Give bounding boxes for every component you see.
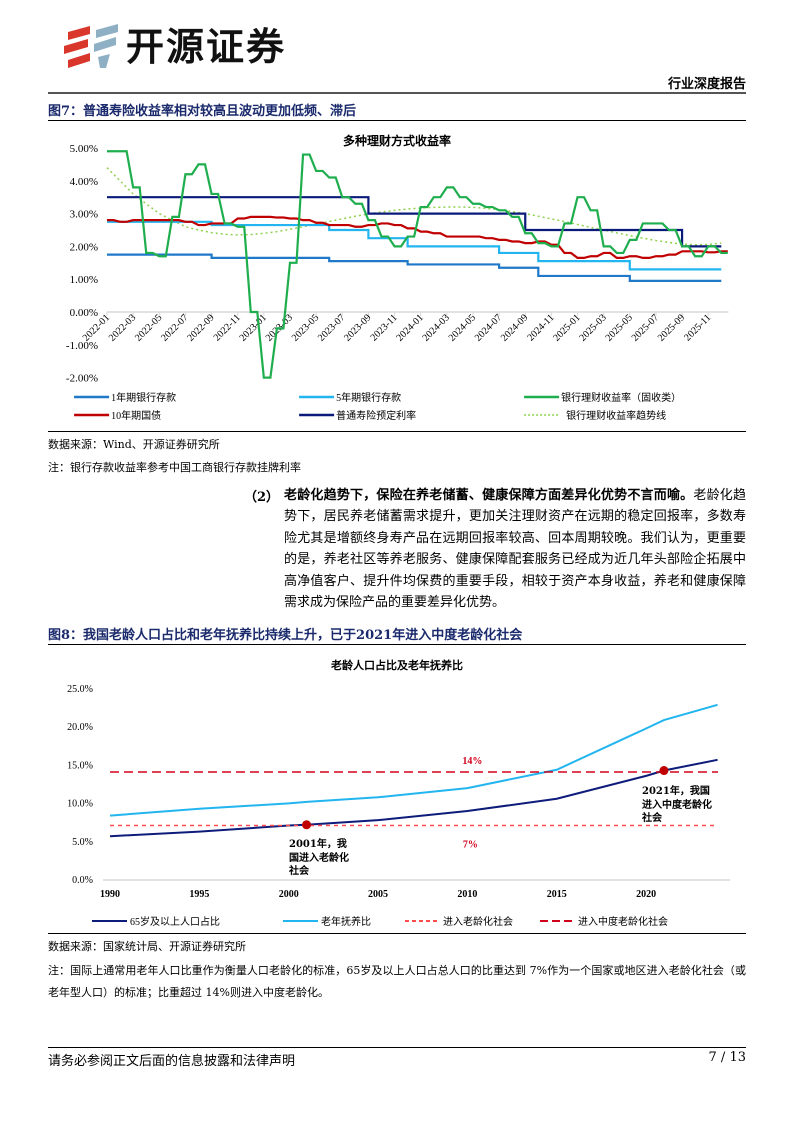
x-tick-label: 2024-09 (499, 312, 530, 343)
figure8-top-divider (48, 644, 746, 645)
y-tick-label: -2.00% (66, 373, 98, 385)
legend-label: 10年期国债 (111, 409, 161, 422)
x-tick-label: 2024-05 (447, 312, 478, 343)
series-line-3 (107, 215, 728, 259)
y-tick-label: 1.00% (70, 274, 98, 286)
legend-label: 银行理财收益率趋势线 (566, 409, 666, 422)
x-tick-label: 2025-03 (577, 312, 608, 343)
figure8-bottom-divider (48, 933, 746, 934)
x-tick-label: 2023-01 (238, 312, 269, 343)
y-tick-label: 4.00% (70, 176, 98, 188)
milestone-marker (302, 820, 312, 830)
legend-label: 1年期银行存款 (111, 391, 176, 404)
y-tick-label: 5.00% (70, 143, 98, 155)
y-tick-label: 2.00% (70, 241, 98, 253)
figure7-note: 注：银行存款收益率参考中国工商银行存款挂牌利率 (48, 461, 301, 474)
logo: 开源证券 (60, 24, 310, 70)
x-tick-label: 2024-11 (525, 312, 556, 343)
milestone-marker (659, 766, 669, 776)
x-tick-label: 2025-09 (656, 312, 687, 343)
series-line-0 (109, 758, 718, 838)
x-tick-label: 2025-05 (604, 312, 635, 343)
y-tick-label: 0.0% (72, 875, 93, 886)
x-tick-label: 2010 (457, 889, 477, 900)
figure8-caption: 图8：我国老龄人口占比和老年抚养比持续上升，已于2021年进入中度老龄化社会 (48, 628, 523, 643)
annotation-7pct: 7% (463, 840, 478, 851)
page-number: 7 / 13 (708, 1050, 746, 1065)
legend-label: 普通寿险预定利率 (336, 409, 416, 422)
x-tick-label: 2024-03 (421, 312, 452, 343)
x-tick-label: 2024-07 (473, 312, 504, 343)
logo-text: 开源证券 (126, 25, 287, 69)
x-tick-label: 2024-01 (394, 312, 425, 343)
paragraph-number: （2） (244, 490, 280, 505)
x-tick-label: 2005 (368, 889, 388, 900)
x-tick-label: 2023-09 (342, 312, 373, 343)
paragraph-body: 老龄化趋势下，居民养老储蓄需求提升，更加关注理财资产在远期的稳定回报率，多数寿险… (284, 488, 746, 611)
figure7-source: 数据来源：Wind、开源证券研究所 (48, 438, 220, 451)
y-tick-label: 0.00% (70, 307, 98, 319)
x-tick-label: 2022-09 (185, 312, 216, 343)
legend-label: 5年期银行存款 (336, 391, 401, 404)
footer-disclaimer: 请务必参阅正文后面的信息披露和法律声明 (48, 1054, 296, 1069)
series-line-1 (109, 703, 718, 817)
annotation-2021: 2021年，我国进入中度老龄化社会 (642, 786, 712, 824)
paragraph: 老龄化趋势下，保险在养老储蓄、健康保障方面差异化优势不言而喻。老龄化趋势下，居民… (284, 485, 746, 613)
x-tick-label: 2025-01 (551, 312, 582, 343)
yield-chart: 多种理财方式收益率 5.00% 4.00% 3.00% 2.00% 1.00% 0.00% -… (66, 133, 729, 422)
x-tick-label: 2022-07 (159, 312, 190, 343)
y-tick-label: 10.0% (67, 799, 93, 810)
y-tick-label: 25.0% (67, 684, 93, 695)
aging-chart: 老龄人口占比及老年抚养比 25.0% 20.0% 15.0% 10.0% 5.0% 0.0%… (67, 658, 730, 928)
paragraph-lead: 老龄化趋势下，保险在养老储蓄、健康保障方面差异化优势不言而喻。 (284, 488, 694, 503)
y-tick-label: 5.0% (72, 837, 93, 848)
x-tick-label: 2020 (636, 889, 656, 900)
figure7-top-divider (48, 120, 746, 121)
series-line-0 (107, 253, 722, 282)
figure7-caption: 图7：普通寿险收益率相对较高且波动更加低频、滞后 (48, 104, 357, 119)
logo-mark-icon (64, 24, 118, 68)
x-tick-label: 2023-05 (290, 312, 321, 343)
x-tick-label: 2025-11 (682, 312, 713, 343)
legend-label: 银行理财收益率（固收类） (561, 391, 681, 404)
header-divider (48, 92, 746, 94)
x-tick-label: 2025-07 (630, 312, 661, 343)
legend-label: 65岁及以上人口占比 (130, 915, 220, 928)
legend-label: 老年抚养比 (321, 915, 371, 928)
x-tick-label: 2022-03 (107, 312, 138, 343)
y-tick-label: -1.00% (66, 340, 98, 352)
chart-title: 老龄人口占比及老年抚养比 (330, 658, 463, 672)
x-tick-label: 2022-11 (212, 312, 243, 343)
annotation-14pct: 14% (462, 756, 482, 767)
y-tick-label: 3.00% (70, 209, 98, 221)
y-tick-label: 15.0% (67, 760, 93, 771)
footer-divider (48, 1047, 746, 1048)
legend-label: 进入中度老龄化社会 (578, 915, 668, 928)
x-tick-label: 2015 (547, 889, 567, 900)
series-line-1 (107, 220, 722, 271)
chart-title: 多种理财方式收益率 (343, 133, 451, 148)
x-tick-label: 2023-07 (316, 312, 347, 343)
x-tick-label: 2022-05 (133, 312, 164, 343)
x-tick-label: 1990 (100, 889, 120, 900)
report-type: 行业深度报告 (667, 77, 746, 92)
x-tick-label: 1995 (189, 889, 209, 900)
x-tick-label: 2000 (279, 889, 299, 900)
x-tick-label: 2023-11 (369, 312, 400, 343)
series-line-5 (106, 167, 722, 246)
series-line-2 (107, 150, 728, 379)
annotation-2001: 2001年，我国进入老龄化社会 (289, 839, 349, 877)
figure7-bottom-divider (48, 431, 746, 432)
legend-label: 进入老龄化社会 (443, 915, 513, 928)
figure8-note: 注：国际上通常用老年人口比重作为衡量人口老龄化的标准，65岁及以上人口占总人口的… (48, 964, 746, 999)
figure8-source: 数据来源：国家统计局、开源证券研究所 (48, 940, 246, 953)
y-tick-label: 20.0% (67, 722, 93, 733)
